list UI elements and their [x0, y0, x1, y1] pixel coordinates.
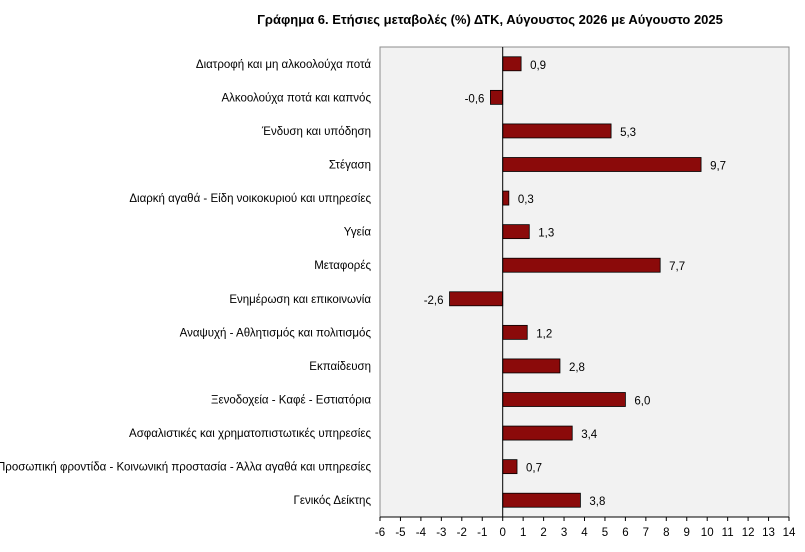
bar: [502, 257, 661, 273]
x-tick-label: 12: [742, 527, 755, 539]
data-label: 3,8: [589, 496, 605, 508]
x-tick-label: -1: [477, 527, 487, 539]
category-label: Ενημέρωση και επικοινωνία: [229, 294, 371, 306]
bar: [502, 358, 561, 374]
bar: [502, 425, 573, 441]
data-label: 0,9: [530, 60, 546, 72]
x-tick-label: 9: [684, 527, 690, 539]
data-label: 1,3: [538, 228, 554, 240]
data-label: 5,3: [620, 127, 636, 139]
x-tick-label: -6: [375, 527, 385, 539]
bar: [449, 291, 504, 307]
category-label: Στέγαση: [329, 160, 371, 172]
chart-title: Γράφημα 6. Ετήσιες μεταβολές (%) ΔΤΚ, Αύ…: [257, 12, 723, 27]
x-tick-label: 14: [783, 527, 796, 539]
category-label: Γενικός Δείκτης: [294, 495, 372, 507]
category-label: Ασφαλιστικές και χρηματοπιστωτικές υπηρε…: [129, 428, 371, 440]
category-label: Εκπαίδευση: [309, 361, 371, 373]
x-tick-label: 6: [622, 527, 628, 539]
category-label: Διατροφή και μη αλκοολούχα ποτά: [196, 59, 371, 71]
data-label: 0,3: [518, 194, 534, 206]
x-tick-label: 11: [722, 527, 734, 539]
data-label: 7,7: [669, 261, 685, 273]
data-label: 6,0: [634, 396, 650, 408]
bars-group: Διατροφή και μη αλκοολούχα ποτά 0,9 Αλκοολ…: [0, 56, 726, 508]
x-tick-label: 5: [602, 527, 608, 539]
category-label: Υγεία: [344, 227, 372, 239]
data-label: 0,7: [526, 463, 542, 475]
data-label: 2,8: [569, 362, 585, 374]
x-tick-label: 8: [663, 527, 669, 539]
category-label: Ξενοδοχεία - Καφέ - Εστιατόρια: [211, 395, 371, 407]
x-tick-label: 2: [540, 527, 546, 539]
x-tick-label: -3: [436, 527, 446, 539]
category-label: Αλκοολούχα ποτά και καπνός: [221, 92, 371, 104]
category-label: Μεταφορές: [314, 260, 371, 272]
bar: [490, 89, 504, 105]
x-tick-label: 7: [643, 527, 649, 539]
data-label: 1,2: [536, 328, 552, 340]
x-tick-label: 13: [762, 527, 775, 539]
bar: [502, 190, 510, 206]
x-axis: -6 -5 -4 -3 -2 -1 0 1 2 3 4 5 6 7 8 9 10 11 12 13 14: [375, 516, 796, 539]
x-tick-label: -4: [416, 527, 427, 539]
x-tick-label: 10: [701, 527, 714, 539]
data-label: -2,6: [424, 295, 444, 307]
x-tick-label: -2: [457, 527, 467, 539]
data-label: 9,7: [710, 161, 726, 173]
x-tick-label: 4: [581, 527, 588, 539]
plot-area: [379, 46, 790, 518]
x-tick-label: -5: [395, 527, 405, 539]
category-label: Αναψυχή - Αθλητισμός και πολιτισμός: [180, 327, 372, 339]
category-label: Ένδυση και υπόδηση: [261, 126, 371, 138]
bar: [502, 123, 612, 139]
x-tick-label: 0: [499, 527, 505, 539]
bar: [502, 324, 528, 340]
data-label: 3,4: [581, 429, 598, 441]
category-label: Προσωπική φροντίδα - Κοινωνική προστασία…: [0, 462, 371, 474]
x-tick-label: 3: [561, 527, 567, 539]
bar: [502, 157, 702, 172]
bar: [502, 56, 522, 72]
bar: [502, 224, 530, 240]
data-label: -0,6: [465, 93, 485, 105]
x-tick-label: 1: [520, 527, 526, 539]
category-label: Διαρκή αγαθά - Είδη νοικοκυριού και υπηρ…: [129, 193, 371, 205]
bar: [502, 392, 626, 407]
bar: [502, 459, 518, 475]
bar: [502, 492, 581, 508]
